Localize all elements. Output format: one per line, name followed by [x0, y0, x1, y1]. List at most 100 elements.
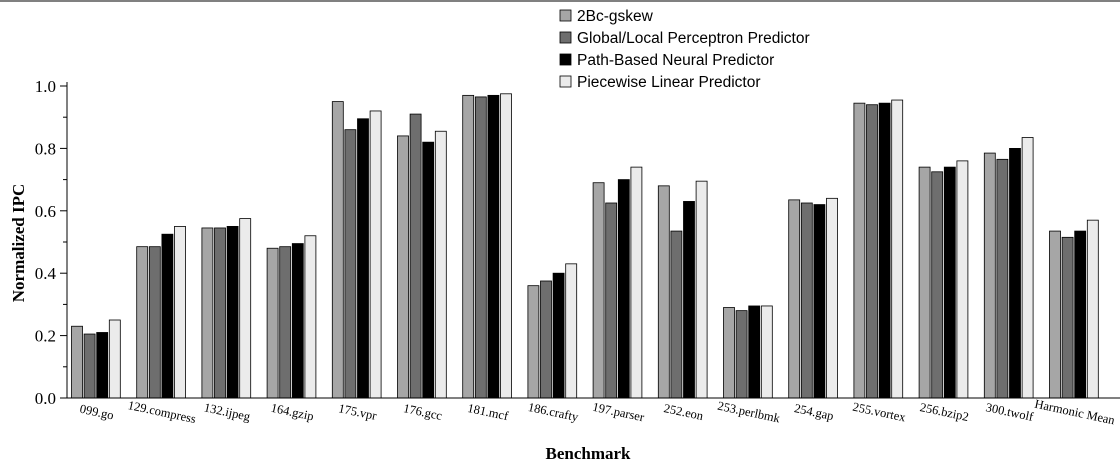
x-tick-label: 164.gzip: [270, 401, 315, 424]
bar: [800, 202, 813, 399]
bar: [1074, 230, 1087, 399]
bar: [71, 325, 83, 399]
bar: [1061, 236, 1074, 399]
bar: [540, 280, 552, 399]
bar: [357, 118, 369, 399]
bar: [788, 199, 801, 399]
bar: [409, 113, 422, 399]
bar: [136, 246, 149, 399]
y-tick-label: 0.0: [35, 389, 56, 408]
bar: [552, 272, 565, 399]
x-tick-label: 254.gap: [793, 401, 835, 423]
bar: [161, 233, 174, 399]
x-tick-label: 132.ijpeg: [203, 400, 252, 424]
bar: [279, 246, 292, 399]
legend-swatch: [559, 31, 572, 44]
bar: [605, 202, 618, 399]
bar: [487, 94, 500, 399]
x-axis-title: Benchmark: [546, 444, 632, 463]
y-tick-label: 0.6: [35, 202, 56, 221]
bar: [369, 110, 382, 399]
legend-label: Global/Local Perceptron Predictor: [577, 30, 810, 47]
bar: [96, 332, 109, 399]
bar: [866, 104, 878, 399]
bar: [331, 101, 344, 399]
bar: [239, 218, 252, 399]
bar: [1021, 137, 1034, 399]
x-tick-label: 197.parser: [591, 400, 646, 425]
legend-label: Path-Based Neural Predictor: [577, 52, 774, 69]
bar: [174, 225, 186, 399]
bar: [748, 305, 761, 399]
y-tick-label: 0.2: [35, 327, 56, 346]
bar: [291, 243, 304, 399]
x-tick-label: 175.vpr: [337, 401, 378, 423]
bar: [1049, 230, 1061, 399]
bar: [1009, 147, 1021, 399]
bar: [344, 129, 357, 399]
bar: [695, 180, 708, 399]
x-tick-label: 255.vortex: [851, 400, 907, 425]
legend: 2Bc-gskew Global/Local Perceptron Predict…: [559, 8, 810, 91]
bar: [657, 185, 670, 399]
bar: [996, 158, 1009, 399]
bar: [474, 96, 487, 399]
x-tick-label: 176.gcc: [402, 401, 444, 423]
bar: [214, 227, 226, 399]
bar: [683, 201, 695, 399]
legend-label: Piecewise Linear Predictor: [577, 74, 761, 91]
x-tick-label: 300.twolf: [984, 400, 1035, 424]
x-axis: 099.go 129.compress 132.ijpeg 164.gzip 175.v…: [67, 397, 1120, 428]
x-tick-label: 099.go: [78, 402, 115, 423]
bar: [813, 204, 826, 399]
bar: [735, 310, 748, 399]
bar: [565, 263, 578, 399]
bar: [931, 171, 944, 399]
bar: [434, 130, 447, 399]
bar: [670, 230, 683, 399]
legend-swatch: [559, 53, 572, 66]
x-tick-label: 186.crafty: [527, 400, 581, 424]
y-tick-label: 0.8: [35, 139, 56, 158]
bar: [1086, 219, 1099, 399]
x-tick-label: 256.bzip2: [919, 400, 970, 424]
y-tick-label: 1.0: [35, 77, 56, 96]
bar: [462, 94, 475, 399]
legend-swatch: [559, 9, 572, 22]
y-axis-title: Normalized IPC: [9, 184, 28, 303]
bar: [943, 166, 956, 399]
bar: [723, 307, 735, 399]
bar: [617, 179, 630, 399]
bar: [83, 333, 96, 399]
bar: [592, 182, 605, 399]
bar: [148, 246, 161, 399]
bars-group: [71, 93, 1099, 399]
y-tick-label: 0.4: [35, 264, 57, 283]
legend-label: 2Bc-gskew: [577, 8, 654, 25]
bar: [226, 225, 239, 399]
bar: [630, 166, 643, 399]
x-tick-label: Harmonic Mean: [1033, 397, 1116, 428]
x-tick-label: 252.eon: [663, 401, 706, 423]
bar: [500, 93, 512, 399]
bar: [826, 197, 838, 399]
x-tick-label: 253.perlbmk: [716, 399, 782, 426]
bar: [983, 152, 996, 399]
x-tick-label: 181.mcf: [466, 401, 510, 423]
x-tick-label: 129.compress: [127, 398, 198, 426]
bar: [422, 141, 435, 399]
bar: [878, 102, 891, 399]
bar: [397, 135, 409, 399]
bar: [853, 102, 866, 399]
bar: [266, 247, 279, 399]
bar: [760, 305, 773, 399]
bar: [956, 160, 969, 399]
bar: [108, 319, 121, 399]
y-axis: 0.0 0.2 0.4 0.6 0.8 1.0: [35, 77, 68, 408]
bar: [891, 99, 904, 399]
bar: [201, 227, 214, 399]
bar: [304, 235, 317, 399]
bar: [527, 285, 540, 399]
bar: [918, 166, 931, 399]
